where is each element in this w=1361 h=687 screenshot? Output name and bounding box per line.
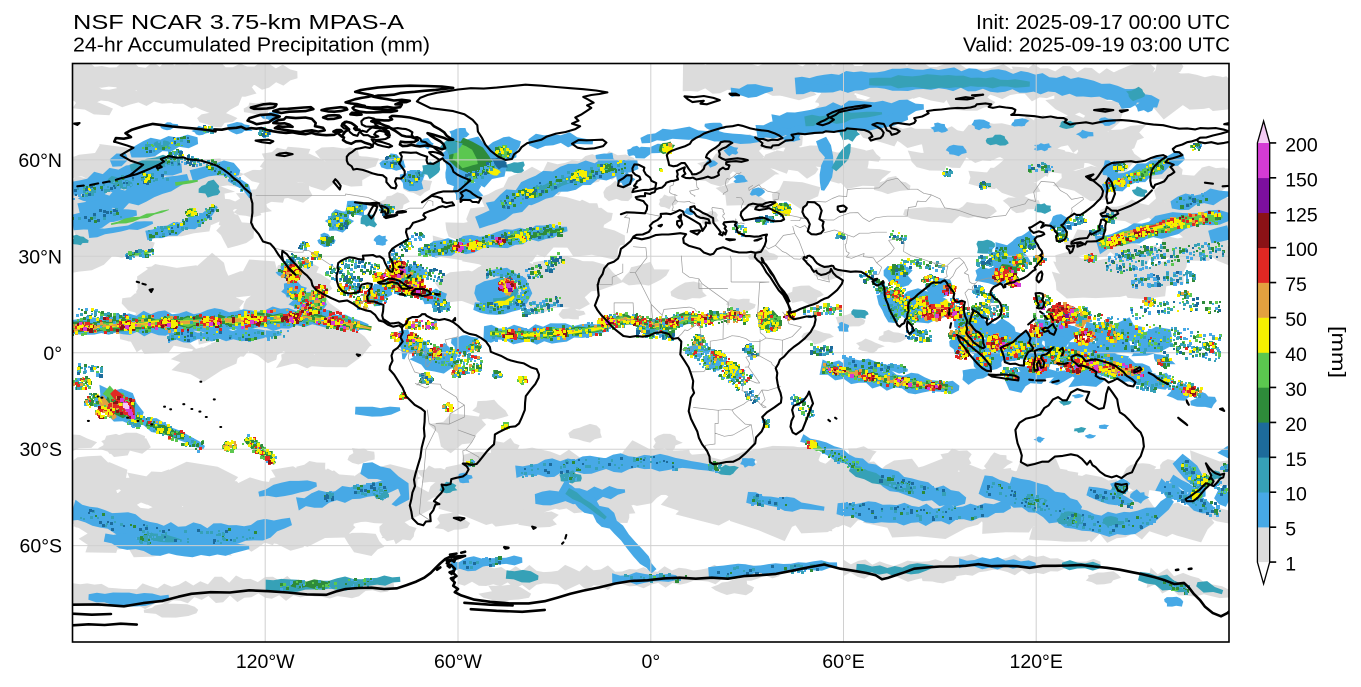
svg-text:NSF NCAR 3.75-km MPAS-A: NSF NCAR 3.75-km MPAS-A <box>73 12 405 34</box>
svg-text:5: 5 <box>1285 519 1296 541</box>
svg-text:1: 1 <box>1285 554 1296 576</box>
svg-text:200: 200 <box>1285 134 1318 156</box>
svg-text:30°S: 30°S <box>20 439 63 461</box>
svg-text:60°E: 60°E <box>822 651 865 673</box>
svg-text:20: 20 <box>1285 414 1307 436</box>
svg-text:120°W: 120°W <box>236 651 295 673</box>
svg-text:75: 75 <box>1285 274 1307 296</box>
svg-text:15: 15 <box>1285 449 1307 471</box>
svg-text:[mm]: [mm] <box>1327 326 1349 378</box>
svg-text:100: 100 <box>1285 239 1318 261</box>
svg-text:Valid: 2025-09-19 03:00 UTC: Valid: 2025-09-19 03:00 UTC <box>963 35 1230 57</box>
svg-text:120°E: 120°E <box>1010 651 1063 673</box>
svg-text:30: 30 <box>1285 379 1307 401</box>
svg-text:60°S: 60°S <box>20 536 63 558</box>
svg-text:60°N: 60°N <box>18 150 62 172</box>
svg-text:50: 50 <box>1285 309 1307 331</box>
svg-text:10: 10 <box>1285 484 1307 506</box>
svg-text:60°W: 60°W <box>434 651 482 673</box>
svg-text:0°: 0° <box>43 343 62 365</box>
svg-text:150: 150 <box>1285 169 1318 191</box>
svg-text:40: 40 <box>1285 344 1307 366</box>
svg-text:Init: 2025-09-17 00:00 UTC: Init: 2025-09-17 00:00 UTC <box>976 12 1230 34</box>
svg-text:30°N: 30°N <box>18 246 62 268</box>
svg-text:0°: 0° <box>641 651 660 673</box>
svg-text:125: 125 <box>1285 204 1318 226</box>
svg-text:24-hr Accumulated Precipitatio: 24-hr Accumulated Precipitation (mm) <box>73 35 430 57</box>
